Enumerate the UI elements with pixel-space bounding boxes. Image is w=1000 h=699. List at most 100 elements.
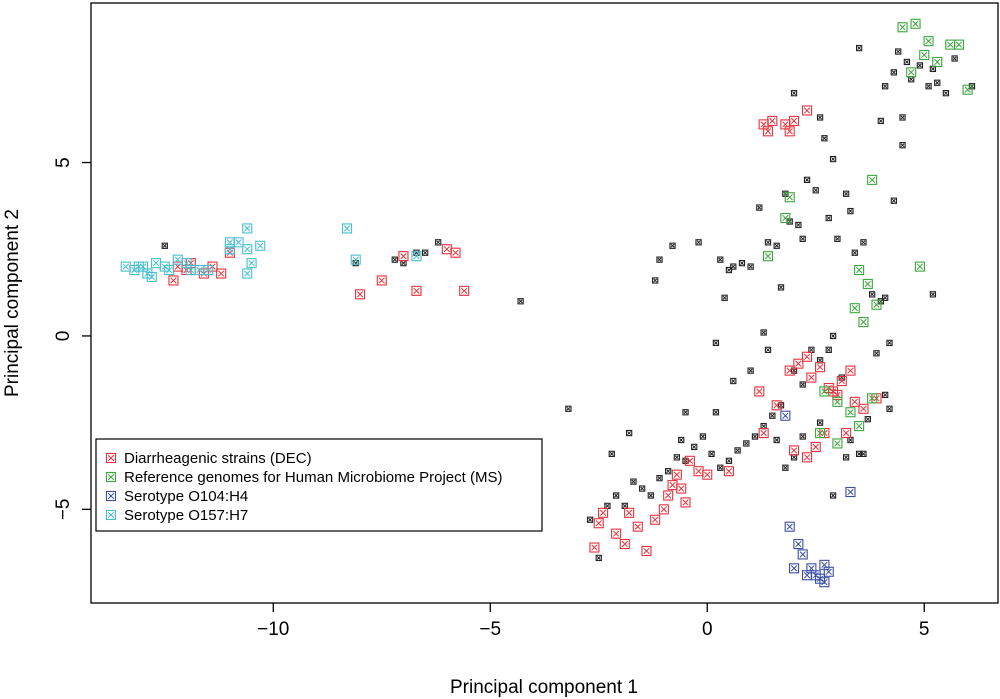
- series-0-point: [849, 396, 860, 407]
- unlabeled-point: [435, 239, 442, 246]
- unlabeled-point: [756, 204, 763, 211]
- unlabeled-point: [712, 409, 720, 416]
- unlabeled-point: [764, 239, 772, 246]
- series-0-point: [216, 268, 227, 279]
- series-2-point: [823, 566, 834, 577]
- unlabeled-point: [608, 450, 615, 458]
- unlabeled-point: [886, 405, 893, 412]
- series-1-point: [832, 396, 843, 407]
- series-3-point: [146, 271, 157, 283]
- series-1-point: [945, 39, 956, 50]
- unlabeled-point: [743, 440, 750, 447]
- series-2-point: [780, 410, 791, 421]
- unlabeled-point: [812, 187, 819, 194]
- unlabeled-point: [816, 114, 824, 121]
- x-tick-label: 0: [702, 619, 713, 640]
- unlabeled-point: [708, 450, 715, 458]
- legend-label-2: Serotype O104:H4: [124, 488, 248, 505]
- series-1-point: [784, 192, 795, 203]
- unlabeled-point: [638, 485, 646, 492]
- series-3-point: [120, 261, 131, 272]
- unlabeled-point: [777, 284, 785, 291]
- series-1-point: [953, 39, 964, 50]
- plot-frame: [90, 2, 999, 604]
- series-0-point: [624, 507, 635, 518]
- legend-marker-0: [105, 452, 117, 464]
- series-0-point: [619, 538, 630, 550]
- legend-label-0: Diarrheagenic strains (DEC): [124, 450, 312, 467]
- series-0-point: [802, 105, 813, 116]
- unlabeled-point: [673, 454, 681, 461]
- series-2-point: [802, 570, 813, 581]
- unlabeled-point: [391, 256, 398, 263]
- series-0-point: [810, 441, 821, 452]
- unlabeled-point: [934, 79, 941, 86]
- unlabeled-point: [795, 221, 802, 229]
- series-1-point: [962, 84, 973, 95]
- unlabeled-point: [400, 259, 407, 267]
- unlabeled-point: [769, 412, 776, 419]
- unlabeled-point: [821, 135, 828, 142]
- unlabeled-point: [842, 454, 850, 461]
- series-3-point: [242, 223, 253, 234]
- unlabeled-point: [652, 277, 659, 284]
- series-0-point: [398, 251, 409, 262]
- series-0-point: [836, 375, 847, 387]
- unlabeled-point: [829, 155, 837, 163]
- unlabeled-point: [630, 478, 637, 485]
- unlabeled-point: [816, 357, 824, 364]
- series-3-point: [151, 258, 162, 269]
- unlabeled-point: [873, 350, 880, 357]
- series-1-point: [780, 212, 791, 224]
- data-points: [120, 18, 976, 588]
- y-tick-label: 0: [53, 331, 74, 342]
- unlabeled-point: [864, 416, 871, 423]
- unlabeled-point: [565, 405, 572, 412]
- series-0-point: [441, 244, 452, 255]
- unlabeled-point: [773, 242, 780, 249]
- unlabeled-point: [621, 502, 628, 510]
- series-0-point: [598, 507, 609, 518]
- series-2-point: [793, 538, 804, 550]
- unlabeled-point: [760, 422, 767, 430]
- unlabeled-point: [916, 62, 924, 69]
- unlabeled-point: [682, 409, 689, 416]
- unlabeled-point: [161, 242, 168, 249]
- series-1-point: [871, 299, 882, 310]
- series-0-point: [168, 275, 179, 286]
- legend: Diarrheagenic strains (DEC) Reference gen…: [95, 438, 543, 532]
- unlabeled-point: [764, 346, 772, 353]
- series-0-point: [676, 483, 687, 494]
- unlabeled-point: [586, 516, 594, 523]
- unlabeled-point: [925, 83, 932, 90]
- legend-marker-1: [105, 471, 117, 483]
- unlabeled-point: [669, 242, 676, 249]
- y-tick-label: 5: [53, 157, 74, 168]
- series-0-point: [650, 514, 661, 525]
- unlabeled-point: [738, 259, 746, 267]
- series-3-point: [164, 265, 175, 276]
- series-2-point: [788, 563, 800, 574]
- series-3-point: [172, 254, 183, 265]
- unlabeled-point: [678, 436, 685, 444]
- unlabeled-point: [656, 474, 663, 482]
- series-0-point: [172, 261, 183, 272]
- unlabeled-point: [868, 291, 876, 298]
- unlabeled-point: [712, 339, 720, 347]
- unlabeled-point: [951, 55, 958, 62]
- unlabeled-point: [799, 381, 806, 388]
- unlabeled-point: [829, 492, 837, 499]
- series-0-point: [788, 115, 800, 126]
- legend-label-3: Serotype O157:H7: [124, 507, 248, 524]
- series-0-point: [802, 452, 813, 463]
- series-0-point: [771, 400, 782, 411]
- x-tick-label: −10: [257, 619, 289, 640]
- series-1-point: [919, 49, 930, 61]
- series-0-point: [589, 542, 600, 553]
- unlabeled-point: [721, 294, 728, 301]
- unlabeled-point: [834, 235, 841, 242]
- series-0-point: [793, 358, 804, 369]
- series-0-point: [658, 504, 669, 515]
- series-2-point: [819, 559, 830, 570]
